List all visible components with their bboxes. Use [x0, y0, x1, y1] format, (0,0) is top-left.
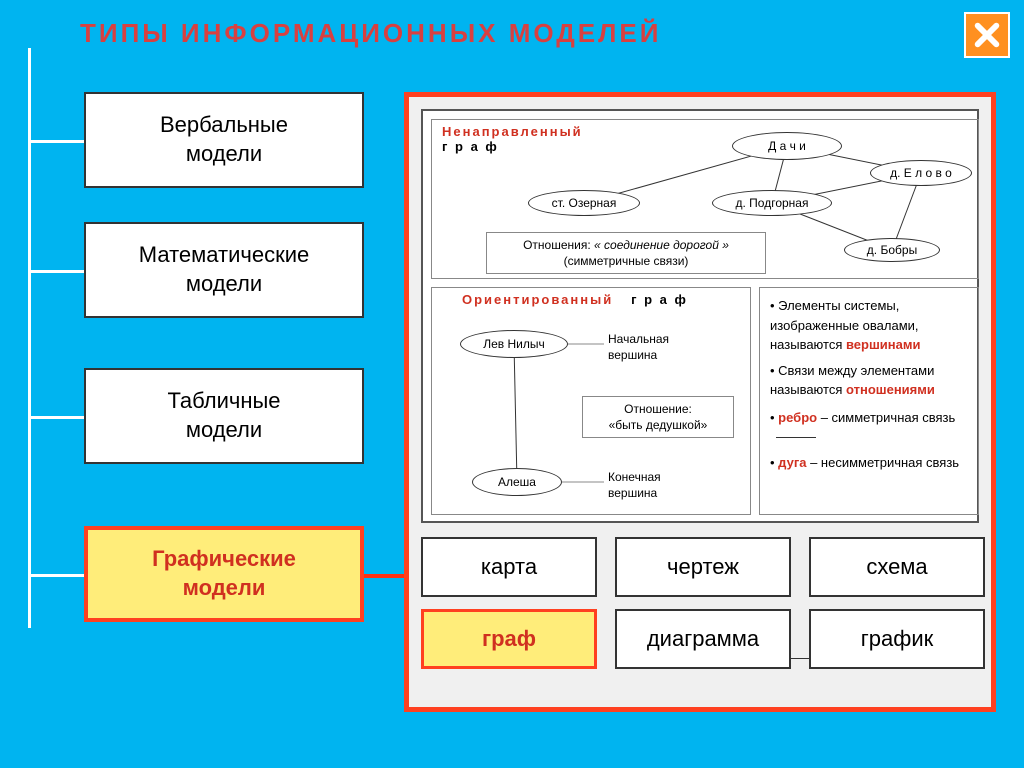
graph-node: д. Бобры	[844, 238, 940, 262]
graph-illustration: Ненаправленный г р а ф Д а ч и д. Е л о в…	[421, 109, 979, 523]
subtype-схема[interactable]: схема	[809, 537, 985, 597]
subtype-карта[interactable]: карта	[421, 537, 597, 597]
subtype-граф[interactable]: граф	[421, 609, 597, 669]
graph-node: д. Е л о в о	[870, 160, 972, 186]
legend-arc: • дуга – несимметричная связь	[770, 453, 968, 492]
legend-relations: • Связи между элементами называются отно…	[770, 361, 968, 400]
undirected-relation-box: Отношения: « соединение дорогой » (симме…	[486, 232, 766, 274]
graph-node: Д а ч и	[732, 132, 842, 160]
nav-label: модели	[186, 271, 262, 296]
close-icon	[973, 21, 1001, 49]
graph-node: ст. Озерная	[528, 190, 640, 216]
directed-section: Ориентированный г р а ф Лев Нилыч Алеша Н…	[431, 287, 751, 515]
legend-edge: • ребро – симметричная связь	[770, 408, 968, 447]
anno-end: Конечная вершина	[608, 470, 661, 501]
directed-relation-box: Отношение: «быть дедушкой»	[582, 396, 734, 438]
nav-item-3[interactable]: Графические модели	[84, 526, 364, 622]
subtype-график[interactable]: график	[809, 609, 985, 669]
subtype-чертеж[interactable]: чертеж	[615, 537, 791, 597]
nav-item-2[interactable]: Табличные модели	[84, 368, 364, 464]
active-connector	[364, 574, 408, 578]
undirected-edge-icon	[776, 437, 816, 438]
content-panel: Ненаправленный г р а ф Д а ч и д. Е л о в…	[404, 92, 996, 712]
undirected-title: Ненаправленный г р а ф	[442, 124, 583, 154]
nav-label: модели	[186, 417, 262, 442]
nav-label: Вербальные	[160, 112, 288, 137]
nav-item-0[interactable]: Вербальные модели	[84, 92, 364, 188]
anno-start: Начальная вершина	[608, 332, 669, 363]
subtype-grid: карта чертеж схема граф диаграмма график	[421, 537, 985, 669]
close-button[interactable]	[964, 12, 1010, 58]
subtype-диаграмма[interactable]: диаграмма	[615, 609, 791, 669]
nav-item-1[interactable]: Математические модели	[84, 222, 364, 318]
page-title: ТИПЫ ИНФОРМАЦИОННЫХ МОДЕЛЕЙ	[80, 18, 661, 49]
tree-stem	[28, 48, 31, 628]
nav-label: модели	[186, 141, 262, 166]
tree-branch	[28, 574, 86, 577]
legend-vertices: • Элементы системы, изображенные овалами…	[770, 296, 968, 355]
graph-node: Лев Нилыч	[460, 330, 568, 358]
graph-node: Алеша	[472, 468, 562, 496]
nav-label: Графические	[152, 546, 296, 571]
tree-branch	[28, 140, 86, 143]
undirected-section: Ненаправленный г р а ф Д а ч и д. Е л о в…	[431, 119, 979, 279]
legend-section: • Элементы системы, изображенные овалами…	[759, 287, 979, 515]
graph-node: д. Подгорная	[712, 190, 832, 216]
tree-branch	[28, 416, 86, 419]
directed-title: Ориентированный г р а ф	[462, 292, 688, 307]
tree-branch	[28, 270, 86, 273]
nav-label: Математические	[139, 242, 309, 267]
nav-label: Табличные	[167, 388, 280, 413]
nav-label: модели	[183, 575, 266, 600]
